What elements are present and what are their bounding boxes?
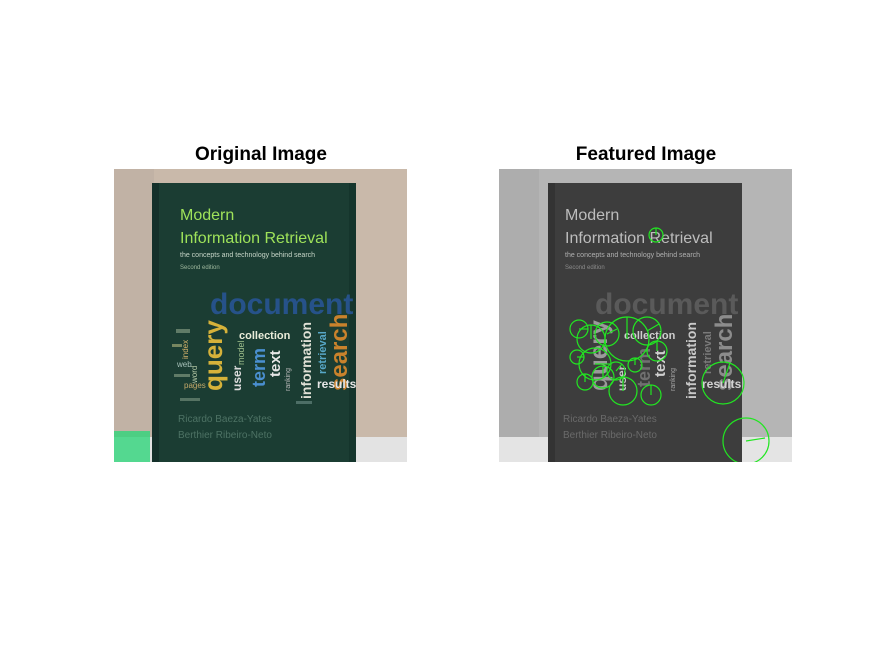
gray-book-title-line2: Information Retrieval — [565, 230, 713, 247]
cloud-word-collection: collection — [239, 330, 291, 342]
cloud-word-results: results — [317, 377, 357, 391]
gray-book-edition: Second edition — [565, 265, 605, 271]
wall-shadow — [114, 169, 154, 462]
book-author2: Berthier Ribeiro-Neto — [178, 430, 272, 441]
cloud-word-word: word — [190, 366, 199, 384]
cloud-word-ranking: ranking — [285, 368, 292, 391]
cloud-word-query: query — [198, 320, 228, 391]
cloud-word-text: text — [267, 350, 284, 377]
original-image: Modern Information Retrieval the concept… — [114, 169, 407, 462]
right-panel-title: Featured Image — [575, 144, 717, 165]
cloud-word-document: document — [210, 288, 353, 321]
book-title-line1: Modern — [180, 207, 234, 224]
gray-cloud-word-ranking: ranking — [670, 368, 677, 391]
book-cover: Modern Information Retrieval the concept… — [152, 183, 357, 462]
gray-cloud-word-results: results — [702, 377, 742, 391]
cloud-word-web: web — [176, 360, 192, 369]
feature-marker — [722, 417, 770, 462]
book-glare — [114, 431, 150, 462]
cloud-word-term: term — [249, 348, 269, 387]
gray-cloud-word-collection: collection — [624, 330, 676, 342]
feature-marker — [632, 316, 662, 346]
gray-book-author2: Berthier Ribeiro-Neto — [563, 430, 657, 441]
cloud-word-index: index — [181, 340, 190, 359]
cloud-word-information: information — [298, 322, 314, 399]
gray-cloud-word-retrieval: retrieval — [702, 331, 714, 374]
featured-image: Modern Information Retrieval the concept… — [499, 169, 792, 462]
book-title-line2: Information Retrieval — [180, 230, 328, 247]
gray-cloud-word-information: information — [683, 322, 699, 399]
book-author1: Ricardo Baeza-Yates — [178, 414, 272, 425]
left-panel-title: Original Image — [195, 144, 327, 165]
gray-book-title-line1: Modern — [565, 207, 619, 224]
feature-markers — [569, 227, 770, 462]
gray-book-author1: Ricardo Baeza-Yates — [563, 414, 657, 425]
cloud-word-pages: pages — [184, 381, 206, 390]
book-edition: Second edition — [180, 265, 220, 271]
book-cover-gray: Modern Information Retrieval the concept… — [548, 183, 742, 462]
cloud-word-user: user — [230, 365, 244, 391]
gray-book-subtitle: the concepts and technology behind searc… — [565, 252, 700, 259]
cloud-word-retrieval: retrieval — [317, 331, 329, 374]
cloud-word-model: model — [236, 340, 246, 365]
book-subtitle: the concepts and technology behind searc… — [180, 252, 315, 259]
gray-cloud-word-document: document — [595, 288, 738, 321]
feature-marker — [606, 361, 626, 381]
feature-marker — [701, 361, 745, 405]
feature-marker — [594, 321, 620, 347]
cloud-word-search: search — [326, 314, 353, 391]
